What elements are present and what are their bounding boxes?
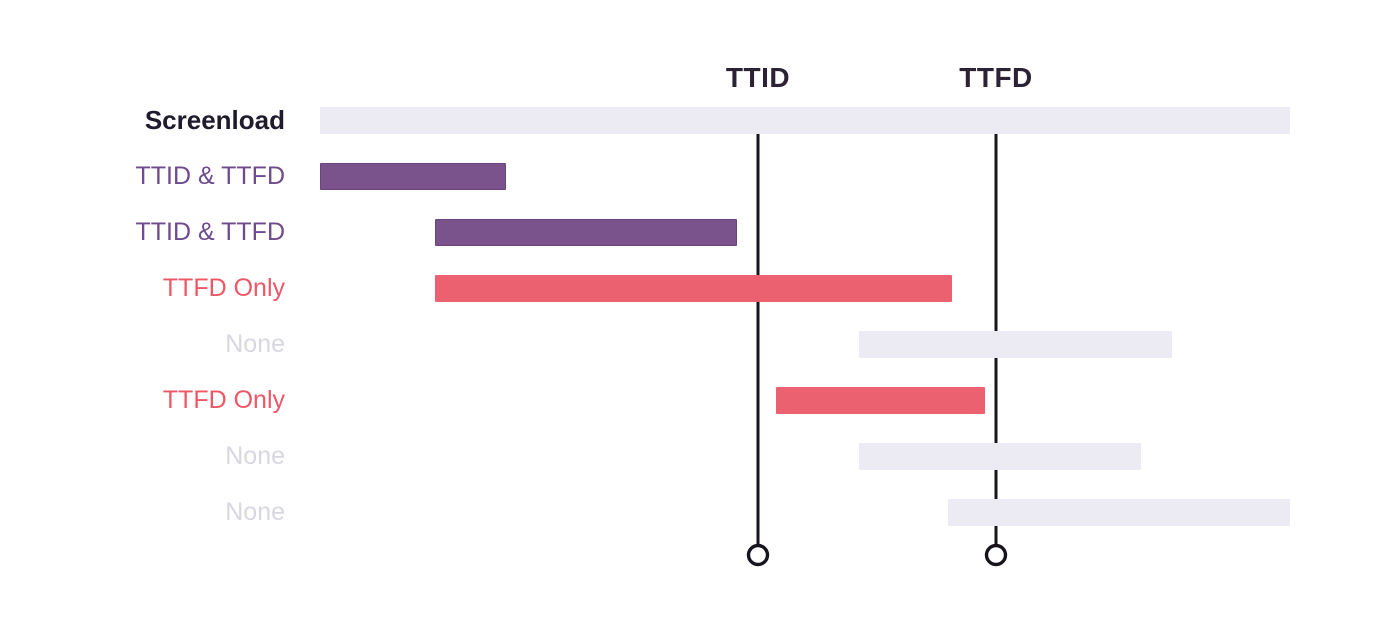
row-label-screenload-0: Screenload	[144, 105, 285, 135]
row-label-none-7: None	[225, 498, 285, 526]
ttfd-bottom-circle	[984, 543, 1008, 567]
ttfd-marker-label: TTFD	[959, 62, 1033, 93]
span-bar-none-7	[948, 499, 1290, 526]
ttid-marker-label: TTID	[725, 62, 791, 93]
span-bar-ttfd-only-3	[435, 275, 952, 302]
ttid-bottom-circle	[746, 543, 770, 567]
span-bar-screenload-0	[320, 107, 1290, 134]
span-bar-ttid-ttfd-2	[435, 219, 737, 246]
row-label-none-4: None	[225, 330, 285, 358]
row-label-ttid-ttfd-2: TTID & TTFD	[135, 218, 285, 246]
row-label-none-6: None	[225, 442, 285, 470]
span-bar-ttid-ttfd-1	[320, 163, 506, 190]
span-bar-none-4	[859, 331, 1172, 358]
row-label-ttid-ttfd-1: TTID & TTFD	[135, 162, 285, 190]
row-label-ttfd-only-3: TTFD Only	[162, 274, 285, 302]
row-label-ttfd-only-5: TTFD Only	[162, 386, 285, 414]
span-bar-ttfd-only-5	[776, 387, 985, 414]
span-bar-none-6	[859, 443, 1141, 470]
